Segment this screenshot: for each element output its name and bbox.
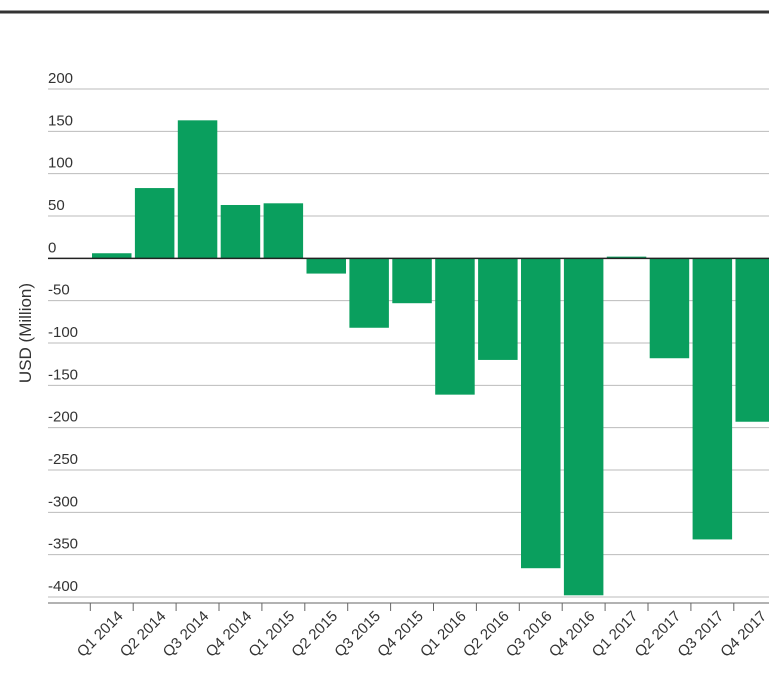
y-tick-label: -150 — [48, 366, 78, 383]
x-tick-label: Q4 2015 — [374, 608, 427, 661]
y-tick-label: -400 — [48, 578, 78, 595]
bar-q3-2016 — [521, 258, 561, 569]
x-tick-label: Q3 2016 — [503, 608, 556, 661]
y-tick-labels: 200 150 100 50 0 -50 -100 -150 -200 -250 -300 -350 -… — [48, 70, 78, 595]
bar-q3-2014 — [177, 120, 218, 259]
bar-q4-2015 — [392, 258, 432, 304]
bar-q1-2014 — [92, 253, 132, 259]
x-tick-label: Q2 2015 — [288, 608, 341, 661]
y-tick-label: -300 — [48, 493, 78, 510]
x-tick-label: Q1 2014 — [74, 608, 127, 661]
y-tick-label: 0 — [48, 239, 56, 256]
bars — [92, 120, 769, 596]
y-tick-label: -100 — [48, 324, 78, 341]
bar-q4-2014 — [220, 204, 261, 259]
y-tick-label: -50 — [48, 282, 70, 299]
x-tick-label: Q2 2017 — [632, 608, 685, 661]
y-axis-title: USD (Million) — [16, 283, 35, 383]
y-tick-label: 200 — [48, 70, 73, 87]
x-tick-label: Q3 2015 — [331, 608, 384, 661]
axes — [48, 257, 769, 611]
x-tick-label: Q1 2016 — [417, 608, 470, 661]
bar-q1-2015 — [263, 203, 304, 259]
y-tick-label: 100 — [48, 155, 73, 172]
x-tick-label: Q2 2016 — [460, 608, 513, 661]
bar-q2-2016 — [478, 258, 518, 360]
y-tick-label: -250 — [48, 451, 78, 468]
bar-q1-2017 — [606, 256, 647, 259]
x-tick-label: Q4 2016 — [546, 608, 599, 661]
y-tick-label: -200 — [48, 409, 78, 426]
x-tick-label: Q1 2015 — [245, 608, 298, 661]
bar-q3-2015 — [349, 258, 389, 328]
x-tick-label: Q4 2017 — [717, 608, 769, 661]
y-tick-label: -350 — [48, 536, 78, 553]
bar-q1-2016 — [435, 258, 475, 395]
x-tick-label: Q1 2017 — [589, 608, 642, 661]
y-tick-label: 150 — [48, 112, 73, 129]
bar-q2-2017 — [649, 258, 690, 359]
bar-q2-2015 — [306, 258, 346, 274]
bar-q4-2016 — [563, 258, 604, 596]
bar-q4-2017 — [735, 258, 769, 422]
bar-q3-2017 — [692, 258, 733, 540]
x-tick-label: Q2 2014 — [117, 608, 170, 661]
x-tick-label: Q3 2017 — [674, 608, 727, 661]
bar-q2-2014 — [134, 188, 175, 259]
y-tick-label: 50 — [48, 197, 65, 214]
x-tick-label: Q3 2014 — [160, 608, 213, 661]
x-tick-label: Q4 2014 — [203, 608, 256, 661]
